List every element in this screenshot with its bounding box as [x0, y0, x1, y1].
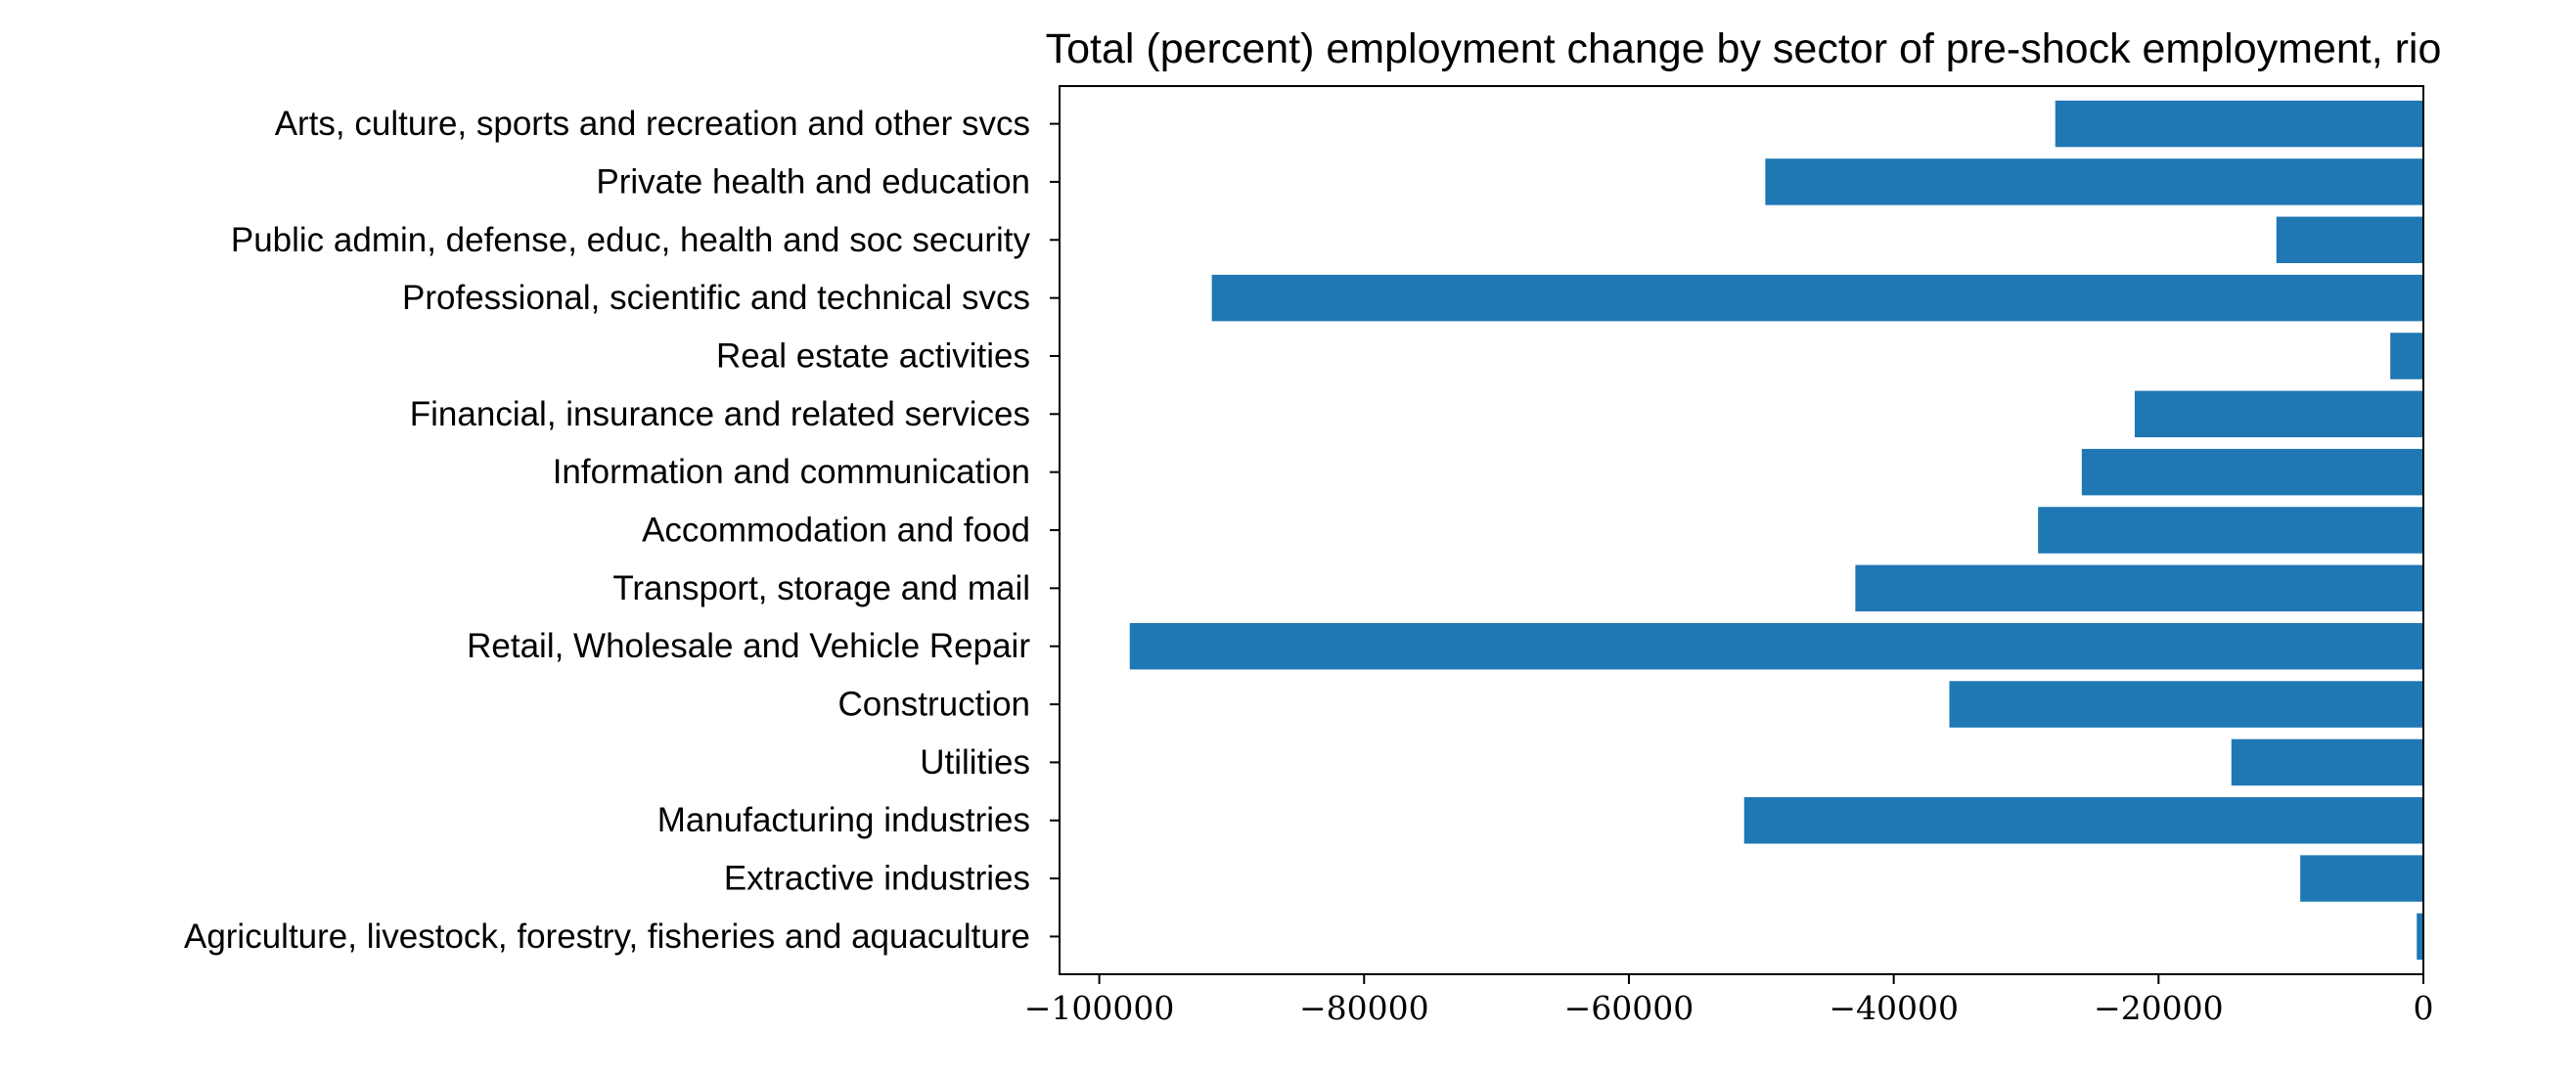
bar — [2231, 739, 2423, 786]
bar — [2055, 100, 2423, 148]
y-tick-label: Private health and education — [596, 162, 1030, 201]
bar — [2300, 855, 2423, 902]
y-tick-label: Information and communication — [553, 453, 1030, 491]
bar — [1129, 622, 2423, 670]
y-tick-label: Real estate activities — [716, 336, 1030, 375]
x-tick-label: −40000 — [1829, 989, 1959, 1027]
y-tick-label: Agriculture, livestock, forestry, fisher… — [184, 918, 1030, 956]
x-tick-label: −80000 — [1299, 989, 1429, 1027]
y-tick-label: Arts, culture, sports and recreation and… — [275, 105, 1030, 143]
bar — [2038, 507, 2423, 554]
bar — [2276, 216, 2423, 264]
bar — [1765, 158, 2423, 205]
bar — [1211, 274, 2423, 322]
bars-layer — [1129, 100, 2423, 961]
y-tick-label: Professional, scientific and technical s… — [402, 279, 1030, 317]
bar — [2134, 390, 2423, 438]
x-tick-label: 0 — [2414, 989, 2434, 1027]
y-tick-label: Public admin, defense, educ, health and … — [231, 221, 1031, 259]
chart-title: Total (percent) employment change by sec… — [1046, 25, 2442, 72]
x-tick-label: −100000 — [1024, 989, 1175, 1027]
y-tick-label: Utilities — [920, 743, 1030, 782]
y-tick-label: Financial, insurance and related service… — [410, 395, 1030, 433]
ticks-layer: Agriculture, livestock, forestry, fisher… — [184, 105, 2434, 1027]
y-tick-label: Extractive industries — [724, 860, 1030, 898]
bar — [2081, 448, 2423, 496]
x-tick-label: −60000 — [1564, 989, 1695, 1027]
y-tick-label: Manufacturing industries — [657, 801, 1030, 839]
y-tick-label: Transport, storage and mail — [612, 569, 1030, 607]
y-tick-label: Retail, Wholesale and Vehicle Repair — [467, 627, 1030, 665]
bar — [2417, 913, 2423, 961]
bar — [1949, 681, 2423, 728]
bar — [2390, 333, 2423, 380]
bar — [1855, 564, 2423, 612]
y-tick-label: Construction — [838, 686, 1030, 724]
x-tick-label: −20000 — [2094, 989, 2224, 1027]
bar — [1743, 796, 2423, 844]
y-tick-label: Accommodation and food — [642, 512, 1030, 550]
